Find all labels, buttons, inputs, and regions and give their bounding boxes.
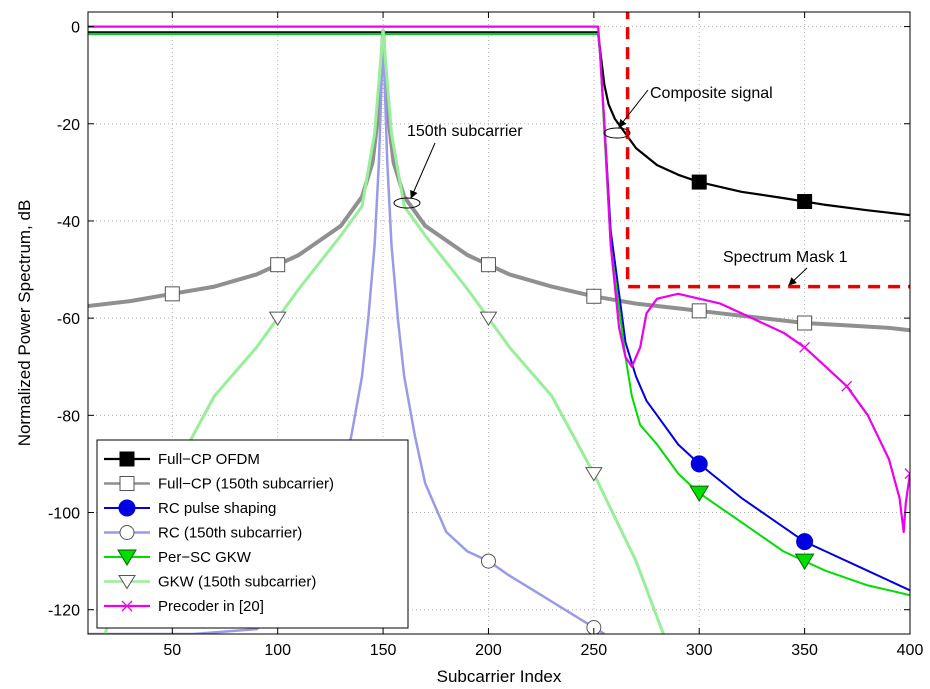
data-point-precoder-in-20	[904, 468, 910, 480]
data-point-full-cp-ofdm	[797, 194, 813, 210]
data-point-precoder-in-20	[799, 341, 811, 353]
subcarrier-ellipse	[393, 197, 421, 209]
legend-label-per-sc-gkw: Per−SC GKW	[158, 549, 252, 566]
legend: Full−CP OFDM Full−CP (150th subcarrier) RC…	[96, 439, 409, 629]
data-point-full-cp-150th-subcarrier	[586, 288, 602, 304]
spectrum-mask-arrow	[788, 267, 808, 286]
data-point-per-sc-gkw	[794, 553, 815, 571]
legend-box	[96, 439, 409, 629]
series-line-spectrum-mask-1	[625, 12, 910, 289]
series-line-gkw-150th-subcarrier	[103, 29, 665, 634]
y-tick-label: -60	[57, 311, 80, 328]
y-tick-label: 0	[71, 20, 80, 37]
y-tick-label: -120	[48, 603, 80, 620]
data-point-gkw-150th-subcarrier	[584, 467, 603, 482]
annotations: Composite signal 150th subcarrier Spectr…	[393, 85, 848, 286]
data-point-full-cp-150th-subcarrier	[797, 315, 813, 331]
legend-label-full-cp-ofdm: Full−CP OFDM	[158, 451, 260, 468]
x-axis-label: Subcarrier Index	[437, 667, 562, 686]
legend-marker-precoder-in-20	[121, 600, 133, 612]
data-point-rc-150th-subcarrier	[586, 620, 602, 634]
y-tick-label: -100	[48, 506, 80, 523]
subcarrier-arrow	[410, 142, 436, 199]
legend-label-rc-150th-subcarrier: RC (150th subcarrier)	[158, 525, 302, 542]
series-line-precoder-in-20	[88, 25, 910, 534]
legend-label-full-cp-150th-subcarrier: Full−CP (150th subcarrier)	[158, 476, 334, 493]
legend-marker-full-cp-ofdm	[119, 451, 135, 467]
legend-label-rc-pulse-shaping: RC pulse shaping	[158, 500, 276, 517]
data-point-full-cp-150th-subcarrier	[691, 303, 707, 319]
x-tick-label: 350	[791, 642, 818, 659]
data-point-rc-pulse-shaping	[690, 455, 708, 473]
composite-signal-ellipse	[603, 127, 631, 139]
annotation-composite-signal: Composite signal	[650, 85, 773, 102]
x-tick-label: 50	[163, 642, 181, 659]
annotation-spectrum-mask: Spectrum Mask 1	[723, 249, 848, 266]
x-tick-label: 150	[370, 642, 397, 659]
legend-marker-full-cp-150th-subcarrier	[119, 476, 135, 491]
legend-marker-gkw-150th-subcarrier	[118, 575, 136, 590]
data-point-rc-pulse-shaping	[796, 533, 814, 551]
data-point-per-sc-gkw	[689, 485, 710, 503]
legend-label-gkw-150th-subcarrier: GKW (150th subcarrier)	[158, 574, 316, 591]
x-tick-label: 300	[686, 642, 713, 659]
data-point-full-cp-150th-subcarrier	[270, 257, 286, 273]
data-point-rc-150th-subcarrier	[480, 553, 496, 569]
x-tick-label: 250	[580, 642, 607, 659]
y-tick-label: -80	[57, 408, 80, 425]
data-point-precoder-in-20	[841, 380, 853, 392]
legend-marker-per-sc-gkw	[117, 549, 137, 566]
data-point-full-cp-150th-subcarrier	[480, 257, 496, 273]
data-point-gkw-150th-subcarrier	[268, 311, 287, 327]
legend-marker-rc-pulse-shaping	[118, 499, 136, 517]
x-tick-label: 200	[475, 642, 502, 659]
plot-frame	[87, 11, 911, 635]
x-tick-label: 400	[897, 642, 924, 659]
y-tick-label: -40	[57, 214, 80, 231]
legend-marker-rc-150th-subcarrier	[119, 525, 135, 540]
data-point-gkw-150th-subcarrier	[479, 311, 498, 327]
y-axis-label: Normalized Power Spectrum, dB	[15, 200, 34, 447]
y-tick-label: -20	[57, 117, 80, 134]
data-point-full-cp-150th-subcarrier	[164, 286, 180, 302]
legend-label-precoder-in-20: Precoder in [20]	[158, 598, 264, 615]
x-tick-label: 100	[264, 642, 291, 659]
ticks: 50 100 150 200 250 300 350 400 0 -20 -40 -60 -80 -100…	[48, 12, 923, 659]
composite-signal-arrow	[618, 89, 649, 128]
data-point-full-cp-ofdm	[691, 174, 707, 190]
annotation-150th-subcarrier: 150th subcarrier	[407, 123, 523, 140]
